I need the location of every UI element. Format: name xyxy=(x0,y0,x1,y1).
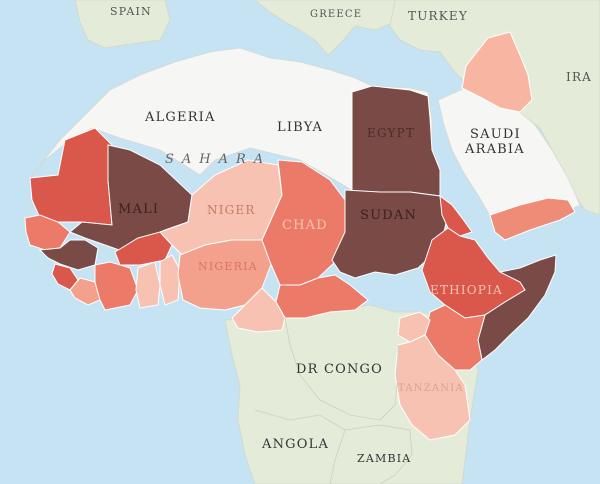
ivory-coast xyxy=(94,261,139,311)
yemen xyxy=(489,197,576,241)
benin xyxy=(159,254,181,306)
eritrea xyxy=(439,194,473,237)
angola-border xyxy=(254,409,346,484)
egypt xyxy=(351,85,441,197)
cameroon xyxy=(231,287,286,333)
somalia xyxy=(477,254,557,361)
sudan xyxy=(331,189,449,279)
ghana xyxy=(135,261,161,309)
europe-land xyxy=(74,0,171,49)
burkina-faso xyxy=(114,231,173,266)
north-africa-land xyxy=(29,47,441,197)
zambia-border xyxy=(344,424,413,484)
dr-congo-border xyxy=(284,317,399,421)
tanzania xyxy=(394,334,471,441)
iraq xyxy=(461,31,533,113)
guinea xyxy=(38,239,99,271)
